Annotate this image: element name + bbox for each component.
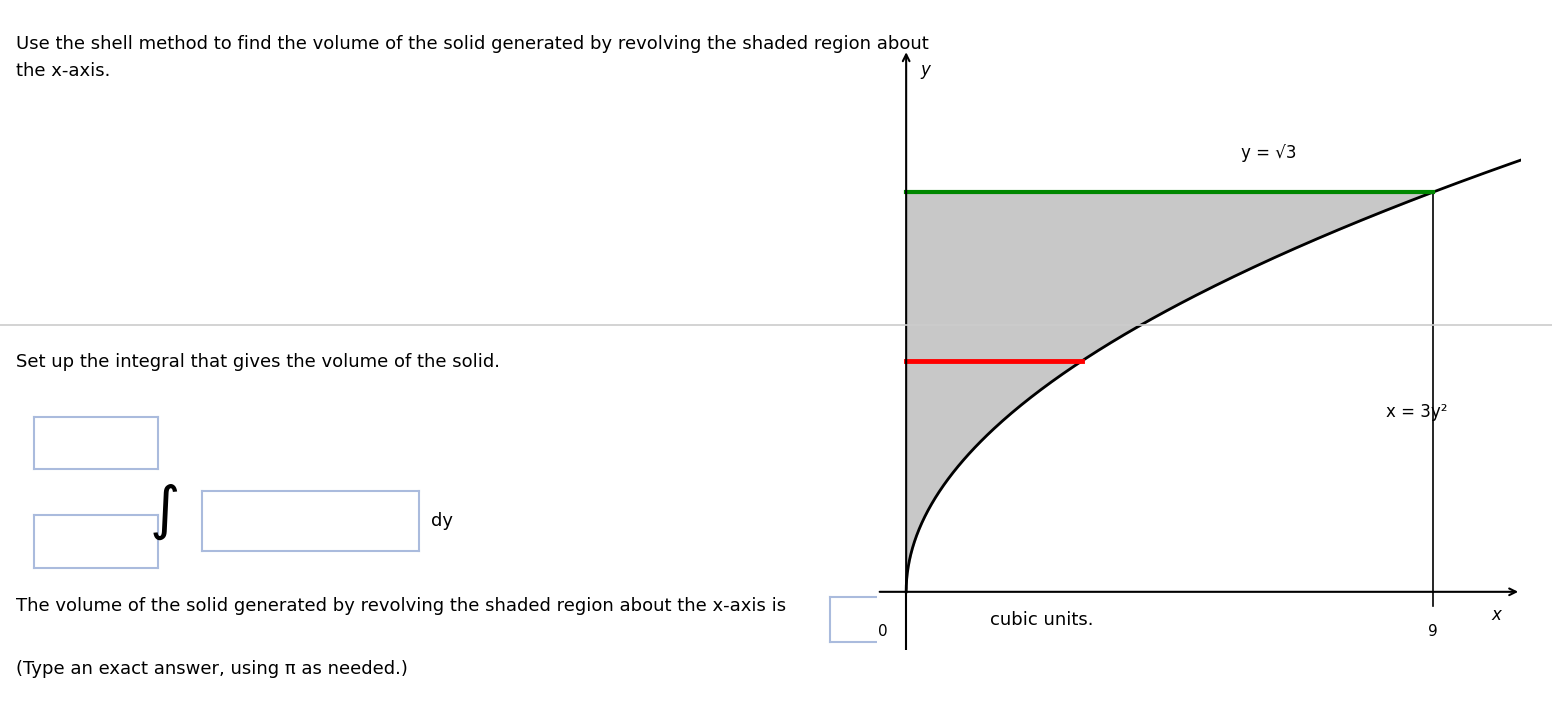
Text: y: y — [920, 61, 931, 79]
Text: Set up the integral that gives the volume of the solid.: Set up the integral that gives the volum… — [16, 353, 500, 371]
Text: Use the shell method to find the volume of the solid generated by revolving the : Use the shell method to find the volume … — [16, 35, 928, 80]
Text: y = √3: y = √3 — [1242, 144, 1297, 162]
Text: x: x — [1491, 606, 1501, 624]
Text: cubic units.: cubic units. — [990, 611, 1094, 629]
Text: ∫: ∫ — [149, 484, 180, 540]
Text: dy: dy — [431, 512, 453, 530]
Text: (Type an exact answer, using π as needed.): (Type an exact answer, using π as needed… — [16, 660, 407, 678]
Text: The volume of the solid generated by revolving the shaded region about the x-axi: The volume of the solid generated by rev… — [16, 597, 785, 614]
Text: 0: 0 — [878, 624, 888, 639]
Text: 9: 9 — [1428, 624, 1439, 639]
Text: x = 3y²: x = 3y² — [1386, 403, 1448, 421]
